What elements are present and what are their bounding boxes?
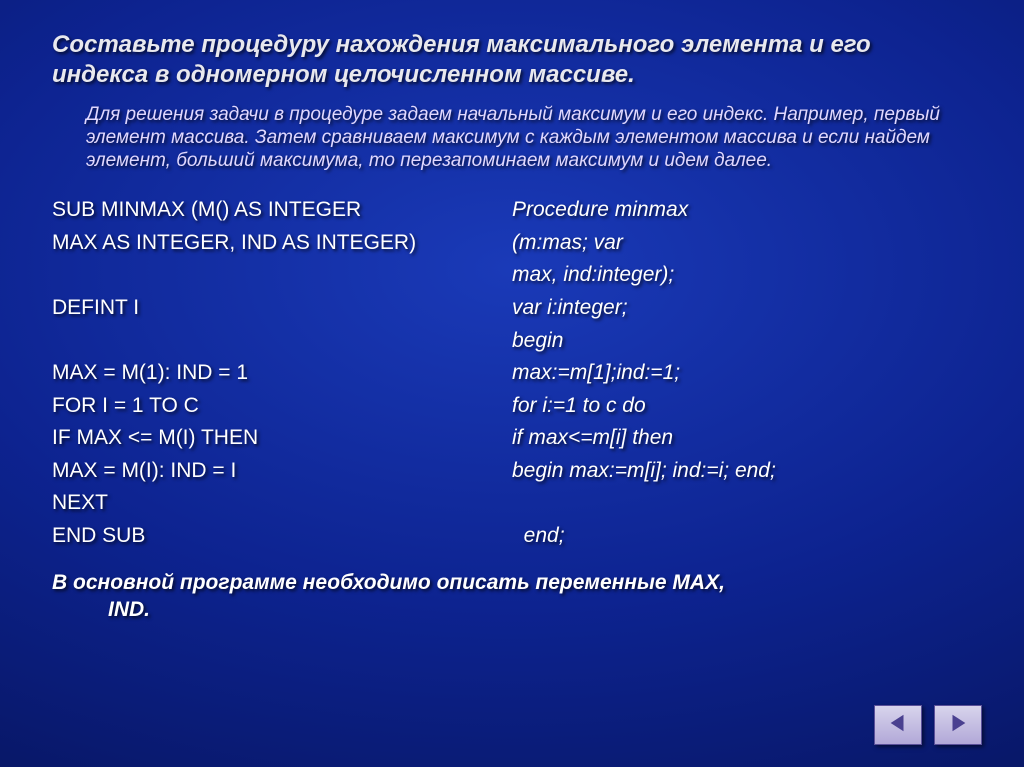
code-line: (m:mas; var: [512, 227, 972, 260]
code-line: SUB MINMAX (M() AS INTEGER: [52, 194, 512, 227]
code-line: begin max:=m[i]; ind:=i; end;: [512, 455, 972, 488]
code-line: MAX = M(1): IND = 1: [52, 357, 512, 390]
triangle-left-icon: [887, 712, 909, 739]
code-line: NEXT: [52, 487, 512, 520]
code-line: END SUB: [52, 520, 512, 553]
code-line: if max<=m[i] then: [512, 422, 972, 455]
code-pascal-column: Procedure minmax (m:mas; var max, ind:in…: [512, 194, 972, 552]
nav-buttons: [874, 705, 982, 745]
footer-text-line2: IND.: [108, 598, 150, 621]
code-line: [52, 325, 512, 358]
code-line: max, ind:integer);: [512, 259, 972, 292]
code-line: for i:=1 to c do: [512, 390, 972, 423]
slide-footer: В основной программе необходимо описать …: [52, 570, 972, 623]
footer-text-line1: В основной программе необходимо описать …: [52, 571, 725, 594]
code-line: Procedure minmax: [512, 194, 972, 227]
code-line: DEFINT I: [52, 292, 512, 325]
code-line: end;: [512, 520, 972, 553]
code-line: FOR I = 1 TO C: [52, 390, 512, 423]
slide-content: Составьте процедуру нахождения максималь…: [0, 0, 1024, 643]
code-line: MAX AS INTEGER, IND AS INTEGER): [52, 227, 512, 260]
triangle-right-icon: [947, 712, 969, 739]
code-columns: SUB MINMAX (M() AS INTEGER MAX AS INTEGE…: [52, 194, 972, 552]
prev-slide-button[interactable]: [874, 705, 922, 745]
code-line: begin: [512, 325, 972, 358]
next-slide-button[interactable]: [934, 705, 982, 745]
code-line: IF MAX <= M(I) THEN: [52, 422, 512, 455]
slide-description: Для решения задачи в процедуре задаем на…: [86, 104, 972, 172]
code-line: MAX = M(I): IND = I: [52, 455, 512, 488]
code-line: [512, 487, 972, 520]
code-line: var i:integer;: [512, 292, 972, 325]
slide-title: Составьте процедуру нахождения максималь…: [52, 30, 972, 90]
code-basic-column: SUB MINMAX (M() AS INTEGER MAX AS INTEGE…: [52, 194, 512, 552]
code-line: [52, 259, 512, 292]
code-line: max:=m[1];ind:=1;: [512, 357, 972, 390]
